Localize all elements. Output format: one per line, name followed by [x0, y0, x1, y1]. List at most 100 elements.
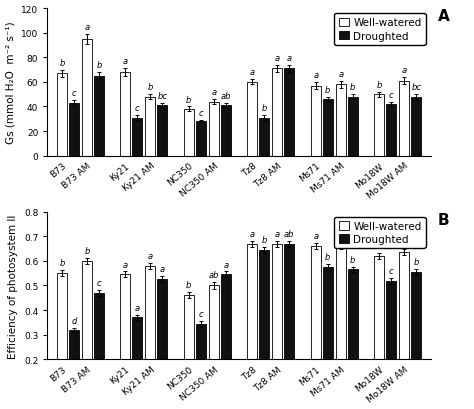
Bar	[386, 105, 396, 156]
Bar	[221, 275, 231, 360]
Bar	[284, 69, 294, 156]
Bar	[272, 244, 283, 360]
Text: bc: bc	[157, 92, 167, 101]
Bar	[69, 330, 79, 360]
Bar	[82, 40, 92, 156]
Bar	[374, 256, 384, 360]
Bar	[259, 250, 269, 360]
Text: c: c	[389, 90, 393, 99]
Bar	[120, 73, 130, 156]
Text: a: a	[377, 241, 382, 250]
Text: b: b	[186, 95, 191, 104]
Text: b: b	[59, 58, 64, 67]
Text: A: A	[438, 9, 449, 24]
Text: b: b	[414, 257, 419, 266]
Y-axis label: Efficiency of photosystem II: Efficiency of photosystem II	[9, 214, 18, 358]
Y-axis label: Gs (mmol H₂O  m⁻² s⁻¹): Gs (mmol H₂O m⁻² s⁻¹)	[6, 22, 16, 144]
Text: a: a	[402, 238, 407, 247]
Text: b: b	[96, 61, 101, 70]
Bar	[323, 267, 333, 360]
Bar	[82, 261, 92, 360]
Bar	[157, 106, 167, 156]
Bar	[386, 281, 396, 360]
Bar	[146, 97, 155, 156]
Text: ab: ab	[284, 229, 294, 238]
Bar	[284, 244, 294, 360]
Text: a: a	[338, 70, 343, 79]
Text: b: b	[262, 235, 267, 244]
Text: b: b	[325, 252, 330, 261]
Bar	[311, 86, 321, 156]
Text: a: a	[338, 231, 343, 240]
Bar	[57, 274, 67, 360]
Text: a: a	[211, 88, 217, 97]
Bar	[94, 293, 104, 360]
Bar	[94, 76, 104, 156]
Bar	[272, 69, 283, 156]
Text: b: b	[148, 83, 153, 92]
Text: b: b	[262, 104, 267, 113]
Bar	[196, 324, 206, 360]
Bar	[247, 244, 257, 360]
Text: b: b	[325, 85, 330, 94]
Text: a: a	[287, 54, 292, 63]
Text: a: a	[275, 54, 280, 63]
Bar	[157, 280, 167, 360]
Text: c: c	[97, 278, 101, 287]
Text: b: b	[186, 281, 191, 290]
Bar	[184, 296, 194, 360]
Text: c: c	[135, 104, 140, 113]
Text: b: b	[350, 83, 356, 92]
Bar	[323, 100, 333, 156]
Bar	[411, 272, 421, 360]
Bar	[221, 106, 231, 156]
Bar	[348, 97, 358, 156]
Bar	[259, 118, 269, 156]
Bar	[184, 110, 194, 156]
Bar	[311, 247, 321, 360]
Bar	[247, 83, 257, 156]
Bar	[196, 122, 206, 156]
Text: ab: ab	[220, 92, 231, 101]
Text: a: a	[123, 260, 128, 269]
Text: b: b	[84, 246, 90, 255]
Bar	[374, 95, 384, 156]
Text: a: a	[160, 265, 165, 274]
Bar	[120, 275, 130, 360]
Text: B: B	[438, 212, 449, 227]
Text: c: c	[199, 109, 203, 118]
Bar	[399, 81, 410, 156]
Bar	[348, 270, 358, 360]
Text: c: c	[389, 266, 393, 275]
Text: ab: ab	[209, 270, 219, 279]
Text: bc: bc	[411, 83, 421, 92]
Bar	[146, 266, 155, 360]
Text: a: a	[275, 229, 280, 238]
Bar	[132, 318, 142, 360]
Text: c: c	[199, 309, 203, 318]
Text: a: a	[223, 260, 228, 269]
Text: b: b	[377, 81, 382, 90]
Text: a: a	[313, 231, 319, 240]
Bar	[57, 74, 67, 156]
Bar	[411, 97, 421, 156]
Text: a: a	[402, 66, 407, 75]
Text: b: b	[59, 258, 64, 267]
Text: a: a	[313, 71, 319, 80]
Text: a: a	[123, 57, 128, 66]
Bar	[209, 102, 219, 156]
Text: d: d	[71, 316, 77, 325]
Bar	[132, 118, 142, 156]
Bar	[336, 85, 346, 156]
Text: a: a	[250, 229, 255, 238]
Text: a: a	[84, 23, 90, 32]
Text: a: a	[148, 251, 153, 260]
Legend: Well-watered, Droughted: Well-watered, Droughted	[335, 217, 426, 249]
Bar	[399, 253, 410, 360]
Bar	[209, 286, 219, 360]
Text: b: b	[350, 255, 356, 264]
Bar	[69, 103, 79, 156]
Legend: Well-watered, Droughted: Well-watered, Droughted	[335, 14, 426, 46]
Text: a: a	[135, 303, 140, 312]
Text: a: a	[250, 68, 255, 77]
